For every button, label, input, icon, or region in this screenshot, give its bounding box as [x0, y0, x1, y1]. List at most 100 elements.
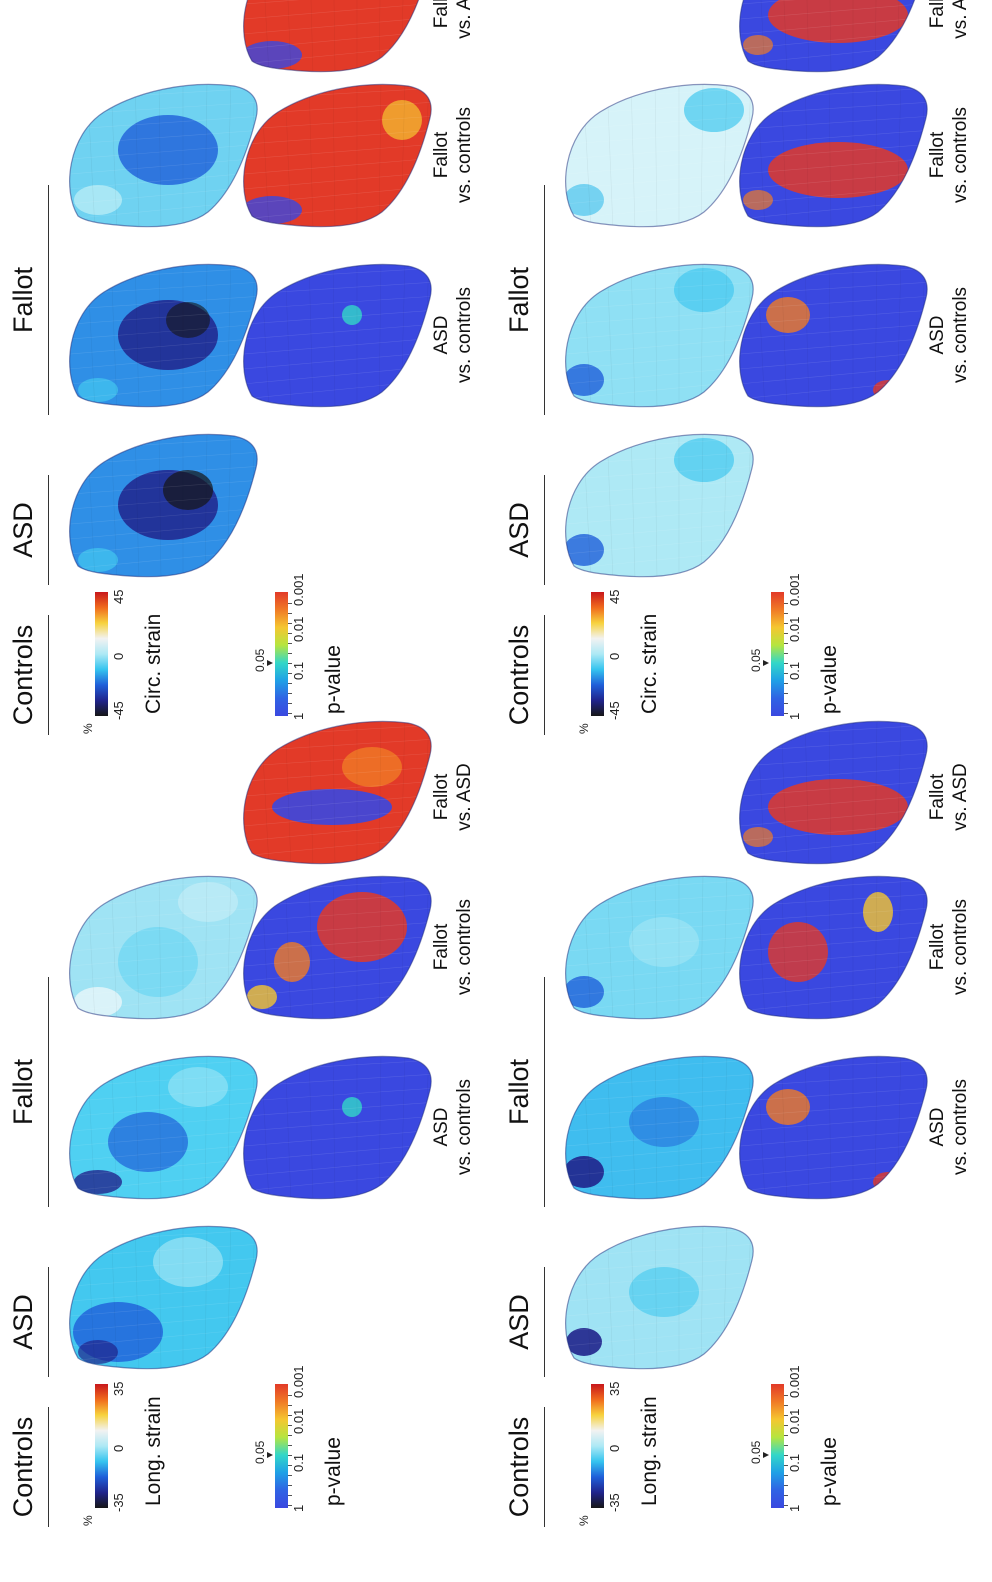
minor-tick	[784, 703, 788, 704]
minor-tick	[288, 1465, 292, 1466]
strain-colorbar-gradient	[95, 1384, 108, 1508]
group-underline	[48, 185, 49, 415]
minor-tick	[288, 1455, 292, 1456]
tick-min: -45	[607, 701, 622, 720]
pvalue-colorbar-gradient	[771, 1384, 784, 1508]
minor-tick	[288, 1505, 292, 1506]
heart-fallot-vs-controls-pvalue	[232, 80, 437, 230]
minor-tick	[784, 613, 788, 614]
threshold-label: 0.05	[749, 648, 763, 672]
strain-row-label: Long. strain	[638, 1396, 661, 1506]
group-label-asd: ASD	[8, 502, 38, 558]
strain-colorbar-gradient	[95, 592, 108, 716]
comparison-line-1: Fallot	[431, 0, 452, 29]
pvalue-tick: 0.001	[787, 573, 802, 606]
minor-tick	[784, 713, 788, 714]
minor-tick	[288, 653, 292, 654]
strain-row-label: Long. strain	[142, 1396, 165, 1506]
minor-tick	[288, 673, 292, 674]
minor-tick	[288, 1485, 292, 1486]
heart-fallot-vs-controls-pvalue	[232, 872, 437, 1022]
group-label-controls: Controls	[504, 624, 534, 726]
group-label-controls: Controls	[8, 1416, 38, 1518]
pvalue-tick: 1	[291, 1504, 306, 1512]
threshold-label: 0.05	[749, 1440, 763, 1464]
tick-max: 45	[607, 589, 622, 604]
group-underline	[544, 1267, 545, 1377]
heart-asd-vs-controls-pvalue	[232, 260, 437, 410]
pvalue-tick: 0.1	[291, 1453, 306, 1472]
group-underline	[544, 615, 545, 735]
strain-colorbar-gradient	[591, 1384, 604, 1508]
minor-tick	[288, 713, 292, 714]
tick-max: 35	[111, 1381, 126, 1396]
comparison-line-2: vs. controls	[454, 286, 475, 384]
pvalue-colorbar-gradient	[771, 592, 784, 716]
group-underline	[544, 1407, 545, 1527]
minor-tick	[288, 1425, 292, 1426]
heart-fallot-vs-asd-pvalue	[232, 717, 437, 867]
comparison-line-1: Fallot	[927, 0, 948, 29]
comparison-line-1: ASD	[927, 315, 948, 355]
comparison-label-fallot-vs-controls: Fallot vs. controls	[926, 85, 972, 225]
minor-tick	[784, 1505, 788, 1506]
heart-controls-strain	[554, 430, 759, 580]
pvalue-tick: 0.001	[291, 1365, 306, 1398]
heart-asd-strain	[58, 1052, 263, 1202]
group-label-asd: ASD	[504, 502, 534, 558]
pvalue-tick: 1	[291, 712, 306, 720]
comparison-line-2: vs. ASD	[950, 0, 971, 39]
group-underline	[544, 977, 545, 1207]
comparison-line-1: Fallot	[431, 923, 452, 971]
pvalue-row-label: p-value	[818, 645, 841, 714]
minor-tick	[288, 703, 292, 704]
heart-asd-vs-controls-pvalue	[232, 1052, 437, 1202]
comparison-label-asd-vs-controls: ASD vs. controls	[430, 265, 476, 405]
minor-tick	[288, 1495, 292, 1496]
minor-tick	[784, 643, 788, 644]
heart-fallot-vs-asd-pvalue	[232, 0, 437, 75]
pvalue-tick: 0.1	[291, 661, 306, 680]
strain-row-label: Circ. strain	[142, 613, 165, 714]
tick-max: 45	[111, 589, 126, 604]
comparison-label-fallot-vs-controls: Fallot vs. controls	[430, 877, 476, 1017]
heart-controls-strain	[58, 430, 263, 580]
tick-max: 35	[607, 1381, 622, 1396]
pvalue-tick: 1	[787, 712, 802, 720]
tick-mid: 0	[607, 1444, 622, 1452]
minor-tick	[288, 643, 292, 644]
panel-long-strain-view-a: Controls ASD Fallot ASD vs. controls Fallot vs…	[0, 720, 496, 1582]
group-underline	[544, 185, 545, 415]
heart-fallot-vs-controls-pvalue	[728, 80, 933, 230]
minor-tick	[288, 663, 292, 664]
comparison-line-2: vs. controls	[454, 1078, 475, 1176]
group-label-controls: Controls	[504, 1416, 534, 1518]
group-label-asd: ASD	[8, 1294, 38, 1350]
unit-label: %	[577, 1515, 591, 1526]
minor-tick	[784, 1415, 788, 1416]
threshold-arrow	[267, 660, 273, 666]
minor-tick	[288, 693, 292, 694]
pvalue-tick: 0.001	[291, 573, 306, 606]
minor-tick	[784, 1485, 788, 1486]
group-underline	[48, 1407, 49, 1527]
pvalue-tick: 1	[787, 1504, 802, 1512]
group-label-asd: ASD	[504, 1294, 534, 1350]
minor-tick	[288, 1475, 292, 1476]
minor-tick	[784, 1475, 788, 1476]
group-label-fallot: Fallot	[504, 1058, 534, 1126]
comparison-line-1: Fallot	[927, 131, 948, 179]
heart-controls-strain	[58, 1222, 263, 1372]
pvalue-colorbar-gradient	[275, 1384, 288, 1508]
comparison-line-2: vs. controls	[950, 286, 971, 384]
comparison-line-2: vs. controls	[950, 898, 971, 996]
unit-label: %	[577, 723, 591, 734]
minor-tick	[288, 1395, 292, 1396]
threshold-arrow	[267, 1452, 273, 1458]
threshold-arrow	[763, 1452, 769, 1458]
comparison-label-asd-vs-controls: ASD vs. controls	[926, 265, 972, 405]
panel-long-strain-view-b: Controls ASD Fallot ASD vs. controls Fallot vs…	[496, 720, 992, 1582]
minor-tick	[288, 1435, 292, 1436]
group-label-fallot: Fallot	[8, 266, 38, 334]
heart-controls-strain	[554, 1222, 759, 1372]
